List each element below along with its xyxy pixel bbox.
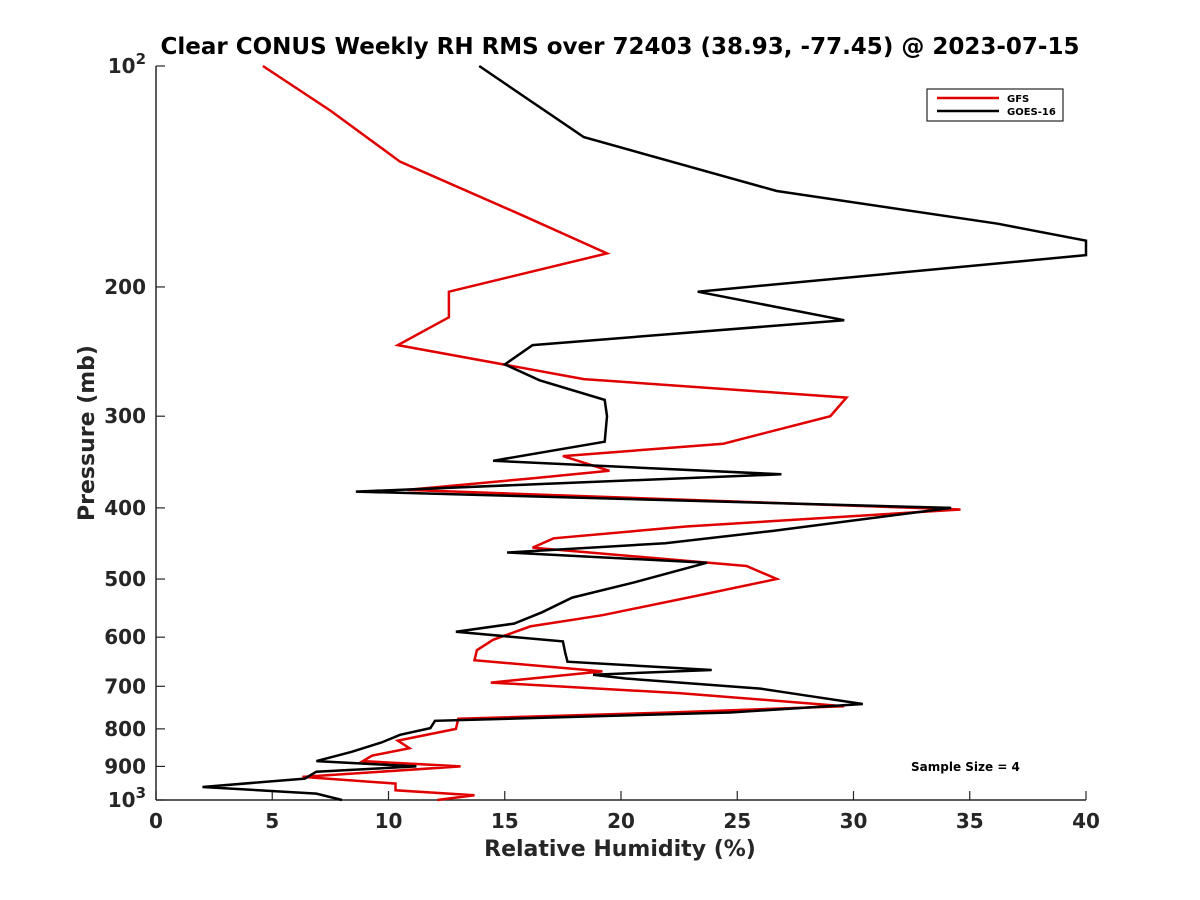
x-tick-label: 40 bbox=[1072, 809, 1100, 833]
y-tick-label: 103 bbox=[108, 784, 146, 812]
series-line-goes-16 bbox=[202, 64, 1088, 802]
x-tick-label: 5 bbox=[265, 809, 279, 833]
y-tick-label: 300 bbox=[104, 404, 146, 428]
sample-size-annotation: Sample Size = 4 bbox=[911, 760, 1020, 774]
x-axis-title: Relative Humidity (%) bbox=[484, 837, 756, 862]
x-tick-label: 20 bbox=[607, 809, 635, 833]
plot-area: 0 5 10 15 20 25 30 35 40 102 200 300 400 500 600 700 800… bbox=[104, 50, 1100, 833]
y-tick-label: 600 bbox=[104, 625, 146, 649]
legend: GFS GOES-16 bbox=[926, 88, 1064, 122]
x-tick-label: 10 bbox=[375, 809, 403, 833]
x-tick-label: 30 bbox=[840, 809, 868, 833]
x-tick-label: 35 bbox=[956, 809, 984, 833]
x-tick-label: 25 bbox=[723, 809, 751, 833]
y-tick-label: 400 bbox=[104, 496, 146, 520]
y-tick-label: 700 bbox=[104, 674, 146, 698]
x-tick-label: 15 bbox=[491, 809, 519, 833]
y-tick-label: 800 bbox=[104, 717, 146, 741]
y-tick-label: 102 bbox=[108, 50, 146, 78]
legend-label: GOES-16 bbox=[1007, 107, 1056, 118]
y-tick-label: 500 bbox=[104, 567, 146, 591]
legend-label: GFS bbox=[1007, 94, 1029, 105]
chart-title: Clear CONUS Weekly RH RMS over 72403 (38… bbox=[161, 34, 1080, 60]
series-line-gfs bbox=[262, 64, 961, 802]
legend-box bbox=[926, 88, 1064, 122]
y-tick-label: 200 bbox=[104, 275, 146, 299]
y-axis-title: Pressure (mb) bbox=[75, 345, 100, 521]
y-tick-label: 900 bbox=[104, 754, 146, 778]
x-tick-label: 0 bbox=[149, 809, 163, 833]
